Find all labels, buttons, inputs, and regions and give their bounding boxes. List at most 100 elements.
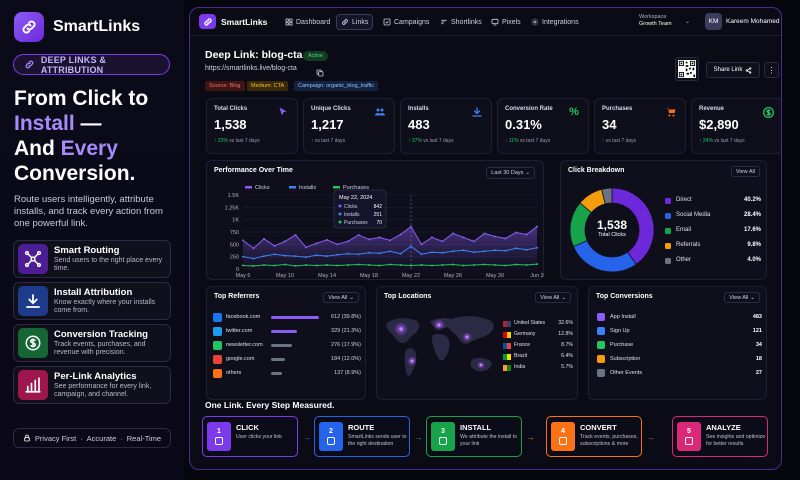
click-breakdown-donut[interactable] (567, 185, 657, 275)
data-point-clicks[interactable] (347, 240, 349, 243)
data-point-clicks[interactable] (305, 246, 307, 249)
data-point-installs[interactable] (273, 253, 276, 256)
data-point-purchases[interactable] (494, 264, 496, 267)
nav-campaigns[interactable]: Campaigns (379, 14, 433, 30)
data-point-installs[interactable] (389, 250, 391, 253)
donut-slice-other[interactable] (601, 187, 613, 205)
referrer-row[interactable]: google.com 184 (12.0%) (213, 355, 361, 365)
data-point-purchases[interactable] (515, 263, 517, 266)
data-point-purchases[interactable] (431, 264, 433, 267)
conversion-row[interactable]: Other Events 27 (597, 369, 762, 379)
user-name[interactable]: Kareem Mohamed (726, 18, 780, 25)
location-row[interactable]: United States 32.6% (503, 320, 573, 329)
view-all-button[interactable]: View All ⌄ (724, 292, 760, 303)
data-point-purchases[interactable] (368, 264, 370, 267)
data-point-purchases[interactable] (315, 264, 318, 267)
nav-pixels[interactable]: Pixels (487, 14, 525, 30)
data-point-clicks[interactable] (441, 240, 444, 243)
legend-item[interactable]: Social Media 28.4% (665, 212, 761, 222)
data-point-installs[interactable] (368, 251, 370, 254)
data-point-purchases[interactable] (252, 265, 255, 268)
referrer-row[interactable]: facebook.com 612 (39.8%) (213, 313, 361, 323)
data-point-clicks[interactable] (252, 247, 255, 250)
data-point-clicks[interactable] (326, 238, 328, 241)
data-point-purchases[interactable] (326, 264, 328, 267)
data-point-installs[interactable] (399, 252, 402, 255)
data-point-installs[interactable] (242, 255, 244, 258)
data-point-installs[interactable] (336, 253, 339, 256)
view-all-button[interactable]: View All ⌄ (535, 292, 571, 303)
data-point-purchases[interactable] (399, 264, 402, 267)
legend-item[interactable]: Direct 40.2% (665, 197, 761, 207)
data-point-clicks[interactable] (263, 237, 265, 240)
data-point-installs[interactable] (263, 255, 265, 258)
date-range-select[interactable]: Last 30 Days ⌄ (486, 167, 535, 179)
data-point-purchases[interactable] (273, 264, 276, 267)
data-point-clicks[interactable] (483, 232, 486, 235)
data-point-purchases[interactable] (420, 264, 423, 267)
data-point-installs[interactable] (462, 249, 465, 252)
workspace-switcher[interactable]: Workspace Growth Team (639, 14, 672, 28)
data-point-clicks[interactable] (452, 232, 454, 235)
data-point-clicks[interactable] (515, 231, 517, 234)
data-point-purchases[interactable] (441, 264, 444, 267)
avatar[interactable]: KM (705, 13, 722, 30)
data-point-installs[interactable] (357, 253, 360, 256)
data-point-installs[interactable] (441, 251, 444, 254)
chevron-down-icon[interactable]: ⌄ (685, 19, 691, 25)
data-point-installs[interactable] (525, 248, 528, 251)
data-point-installs[interactable] (420, 253, 423, 256)
data-point-installs[interactable] (347, 252, 349, 255)
flow-step-analyze[interactable]: 5 ANALYZE See insights and optimize for be… (672, 416, 768, 457)
flow-step-route[interactable]: 2 ROUTE SmartLinks sends user to the right… (314, 416, 410, 457)
nav-links[interactable]: Links (336, 14, 374, 30)
data-point-clicks[interactable] (357, 233, 360, 236)
data-point-clicks[interactable] (368, 238, 370, 241)
more-options-icon[interactable]: ⋮ (764, 62, 779, 78)
data-point-purchases[interactable] (378, 264, 381, 267)
data-point-purchases[interactable] (357, 263, 360, 266)
referrer-row[interactable]: twitter.com 329 (21.3%) (213, 327, 361, 337)
nav-integrations[interactable]: Integrations (527, 14, 583, 30)
data-point-clicks[interactable] (462, 236, 465, 239)
data-point-installs[interactable] (326, 255, 328, 258)
referrer-row[interactable]: newsletter.com 276 (17.9%) (213, 341, 361, 351)
data-point-clicks[interactable] (410, 225, 412, 228)
data-point-clicks[interactable] (284, 240, 286, 243)
data-point-installs[interactable] (284, 254, 286, 257)
data-point-installs[interactable] (294, 255, 297, 258)
data-point-purchases[interactable] (504, 264, 507, 267)
brand-logo[interactable]: SmartLinks (14, 12, 140, 42)
data-point-clicks[interactable] (336, 243, 339, 246)
data-point-clicks[interactable] (389, 239, 391, 242)
data-point-installs[interactable] (483, 250, 486, 253)
performance-line-chart[interactable]: Clicks Installs Purchases 0 250 500 750 1K 1.25K… (207, 161, 545, 281)
location-row[interactable]: India 5.7% (503, 364, 573, 373)
data-point-purchases[interactable] (336, 264, 339, 267)
flow-step-click[interactable]: 1 CLICK User clicks your link (202, 416, 298, 457)
data-point-clicks[interactable] (420, 243, 423, 246)
data-point-purchases[interactable] (483, 263, 486, 266)
app-brand[interactable]: SmartLinks (199, 14, 267, 29)
view-all-button[interactable]: View All ⌄ (323, 292, 359, 303)
conversion-row[interactable]: App Install 483 (597, 313, 762, 323)
data-point-purchases[interactable] (284, 263, 286, 266)
location-row[interactable]: France 8.7% (503, 342, 573, 351)
data-point-installs[interactable] (252, 257, 255, 260)
link-url[interactable]: https://smartlinks.live/blog-cta (205, 65, 297, 72)
data-point-installs[interactable] (515, 247, 517, 250)
data-point-purchases[interactable] (347, 264, 349, 267)
conversion-row[interactable]: Sign Up 121 (597, 327, 762, 337)
view-all-button[interactable]: View All (730, 166, 760, 177)
data-point-purchases[interactable] (462, 264, 465, 267)
data-point-installs[interactable] (452, 250, 454, 253)
data-point-installs[interactable] (504, 249, 507, 252)
share-link-button[interactable]: Share Link (706, 62, 760, 78)
data-point-clicks[interactable] (431, 236, 433, 239)
data-point-installs[interactable] (378, 252, 381, 255)
donut-slice-social-media[interactable] (572, 240, 637, 273)
referrer-row[interactable]: others 137 (8.9%) (213, 369, 361, 379)
data-point-clicks[interactable] (294, 233, 297, 236)
data-point-installs[interactable] (431, 251, 433, 254)
data-point-purchases[interactable] (305, 264, 307, 267)
